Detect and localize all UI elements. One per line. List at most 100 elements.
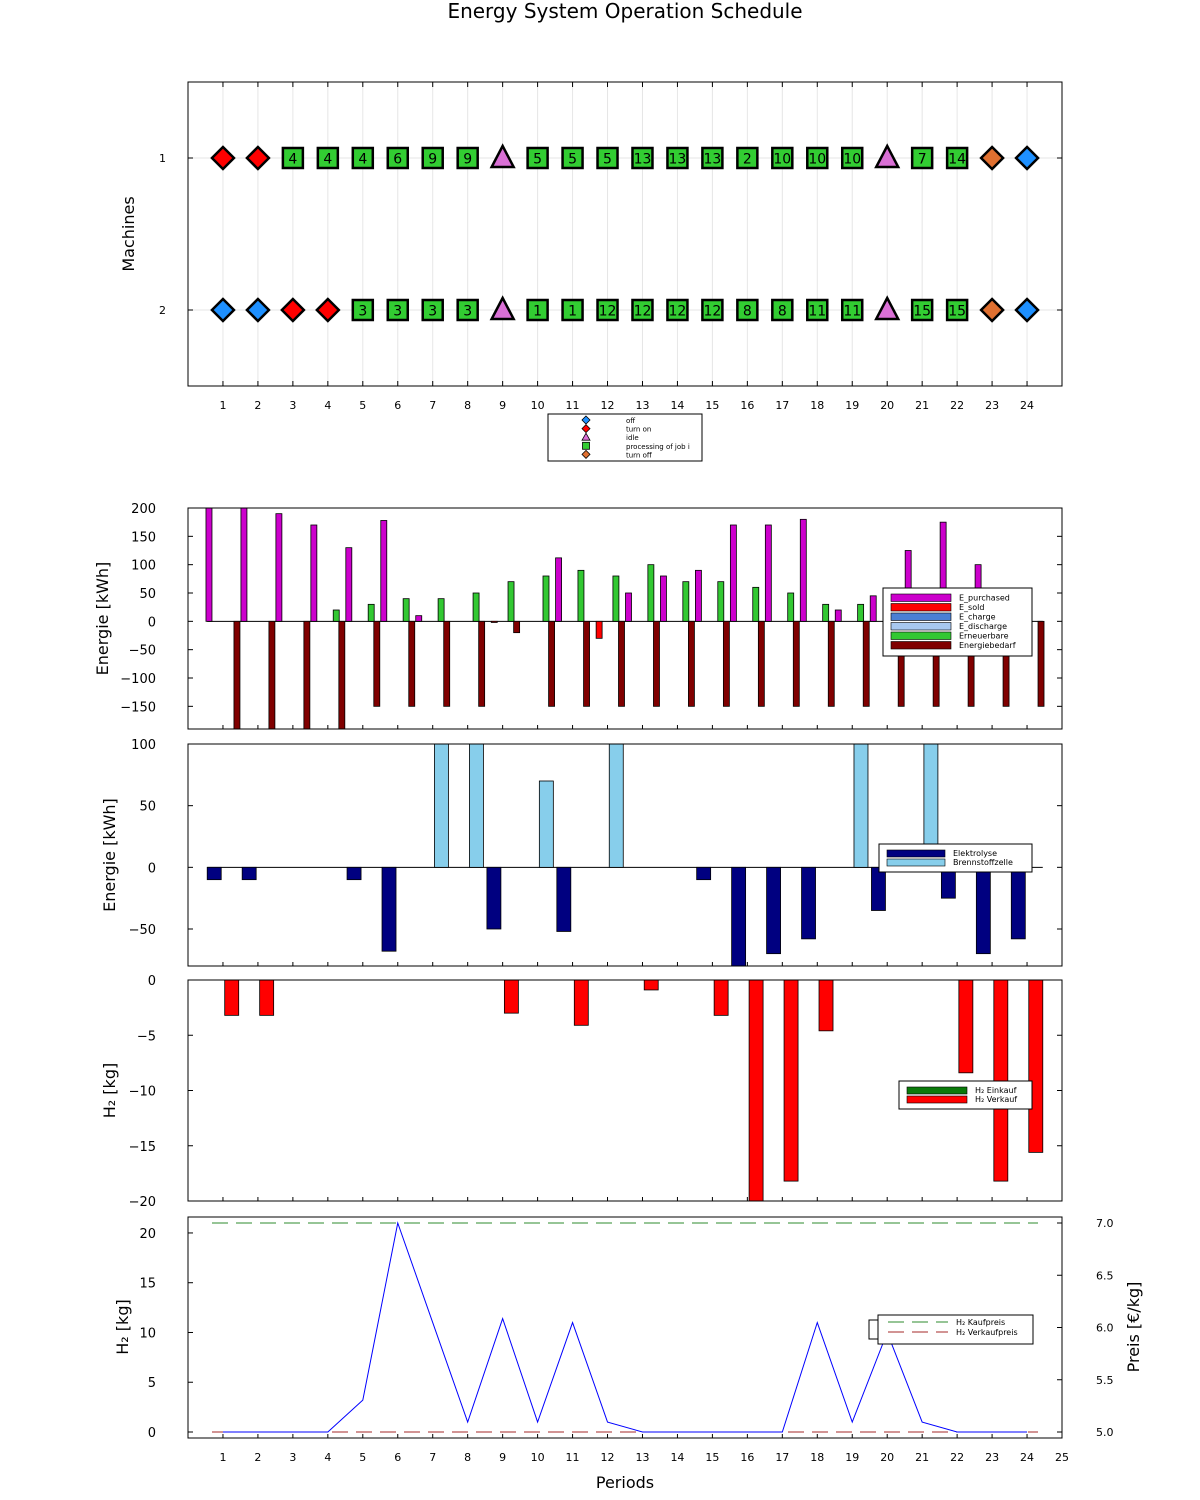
legend-label: H₂ Einkauf [975,1086,1017,1095]
legend-marker [581,415,591,425]
h2energy-bars [206,744,1043,966]
processing-marker [631,146,654,170]
idle-marker [874,143,901,169]
legend-swatch [890,593,952,602]
job-label: 1 [568,304,577,320]
job-label: 5 [533,152,542,168]
x-tick-label: 1 [219,1451,226,1464]
bar [783,980,799,1182]
bar [625,592,632,622]
y-tick-label: −5 [137,1029,156,1044]
processing-marker [840,146,864,170]
job-label: 15 [948,304,966,320]
y-axis-label: H₂ [kg] [113,1299,132,1354]
job-label: 10 [773,152,791,168]
idle-marker [489,295,516,321]
bar [472,592,480,622]
bar [857,603,865,622]
legend-swatch [906,1095,968,1104]
job-label: 2 [743,152,752,168]
bar [367,603,375,622]
x-tick-label: 3 [289,399,296,412]
x-tick-label: 9 [499,1451,506,1464]
x-tick-label: 11 [566,1451,580,1464]
bar [682,581,690,622]
bar [345,547,353,622]
processing-marker [526,298,549,322]
off-marker [245,297,271,323]
bar [303,620,311,729]
x-tick-label: 13 [635,399,649,412]
bar [486,866,502,930]
bar [1028,980,1044,1153]
h2energy-legend [878,843,1033,873]
x-tick-label: 20 [880,399,894,412]
x-tick-label: 21 [915,1451,929,1464]
job-label: 12 [703,304,721,320]
processing-marker [945,146,969,170]
x-tick-label: 22 [950,1451,964,1464]
h2trade-legend [898,1080,1033,1110]
x-tick-label: 10 [531,399,545,412]
x-tick-label: 22 [950,399,964,412]
x-tick-label: 4 [324,399,331,412]
x-tick-label: 13 [635,1451,649,1464]
job-label: 12 [634,304,652,320]
y-axis-label: H₂ [kg] [100,1063,119,1118]
x-tick-label: 2 [254,1451,261,1464]
processing-marker [316,146,340,170]
legend-swatch [890,622,952,631]
legend-swatch [906,1086,968,1095]
processing-marker [456,298,479,322]
y-tick-label: 20 [139,1227,156,1242]
processing-marker [596,146,619,170]
processing-marker [806,146,829,170]
processing-marker [421,146,444,170]
bar [695,569,702,622]
job-label: 14 [948,152,966,168]
job-label: 6 [393,152,402,168]
processing-marker [351,298,375,322]
bar [503,980,519,1014]
x-tick-label: 14 [670,399,684,412]
legend-swatch [890,612,952,621]
h2energy-plot-frame [187,743,1063,967]
x-tick-label: 14 [670,1451,684,1464]
idle-marker [489,143,516,169]
y-tick-label: 2 [159,304,166,317]
processing-marker [281,146,305,170]
bar [1037,620,1045,707]
x-tick-label: 19 [845,1451,859,1464]
legend-label: H₂ Verkauf [975,1095,1017,1104]
chart-title: Energy System Operation Schedule [447,0,802,23]
job-label: 8 [778,304,787,320]
processing-marker [840,298,864,322]
bar [827,620,835,707]
bar [853,744,869,868]
legend-label: E_purchased [959,594,1010,603]
bar [332,609,340,622]
x-tick-label: 18 [810,1451,824,1464]
legend-label: Elektrolyse [953,849,997,858]
x-tick-label: 12 [601,1451,615,1464]
x-tick-label: 17 [775,1451,789,1464]
processing-marker [806,298,829,322]
job-label: 3 [428,304,437,320]
bar [766,866,781,955]
processing-marker [666,146,689,170]
processing-marker [736,298,759,322]
processing-marker [945,298,969,322]
processing-marker [701,146,724,170]
x-tick-label: 20 [880,1451,894,1464]
bar [434,744,449,868]
bar [513,620,521,634]
legend-label: H₂ Verkaufpreis [956,1328,1018,1337]
processing-marker [771,298,794,322]
bar [437,598,445,622]
x-tick-label: 12 [601,399,615,412]
bar [618,620,625,707]
processing-marker [596,298,619,322]
bar [696,866,712,881]
bar [542,575,550,622]
bar [469,744,484,868]
